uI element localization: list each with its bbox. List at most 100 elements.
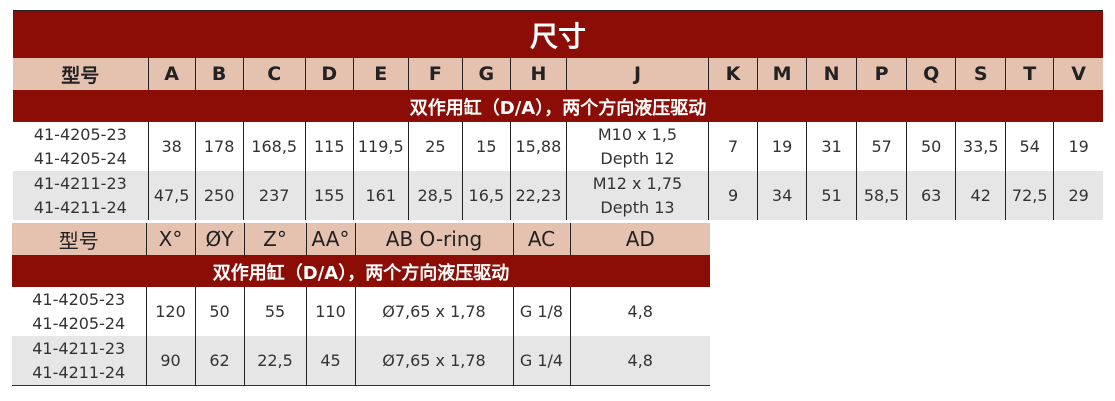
- column-header: M: [757, 58, 807, 91]
- value-cell: G 1/4: [512, 336, 570, 386]
- value-cell: 22,23: [509, 171, 567, 220]
- model-number: 41-4205-23: [33, 124, 127, 144]
- value-cell: 33,5: [955, 122, 1006, 171]
- model-cell: 41-4211-23 41-4211-24: [13, 171, 149, 220]
- column-header: Z°: [243, 223, 306, 256]
- value-cell: 22,5: [243, 336, 306, 386]
- value-cell: 47,5: [147, 171, 196, 220]
- model-cell: 41-4211-23 41-4211-24: [12, 336, 146, 386]
- value-cell: 51: [806, 171, 857, 220]
- value-cell: 119,5: [352, 122, 409, 171]
- column-header: J: [565, 58, 709, 91]
- model-number: 41-4205-24: [33, 148, 127, 168]
- dimensions-table-1: 尺寸 型号 A B C D E F G H J K M N P Q S T V 双作用缸（D/A），两个方向液压驱…: [13, 10, 1103, 220]
- value-cell: 4,8: [569, 287, 710, 336]
- value-cell: 120: [145, 287, 195, 336]
- column-header: E: [352, 58, 409, 91]
- value-cell: G 1/8: [512, 287, 570, 336]
- value-cell: 15: [461, 122, 511, 171]
- column-header: B: [194, 58, 244, 91]
- dimensions-table-2: 型号 X° ØY Z° AA° AB O-ring AC AD 双作用缸（D/A），两个方向液…: [12, 223, 710, 386]
- column-header: A: [147, 58, 196, 91]
- value-cell: 7: [708, 122, 758, 171]
- value-cell: 9: [708, 171, 758, 220]
- value-cell: 58,5: [856, 171, 907, 220]
- model-cell: 41-4205-23 41-4205-24: [12, 287, 146, 336]
- column-header: D: [304, 58, 354, 91]
- column-header: X°: [145, 223, 195, 256]
- value-line: M10 x 1,5: [597, 124, 678, 144]
- table-row: 41-4205-23 41-4205-24 38 178 168,5 115 119,5 25…: [13, 122, 1103, 171]
- column-header: AD: [569, 223, 710, 256]
- column-header: AC: [512, 223, 570, 256]
- column-header: N: [806, 58, 857, 91]
- column-header: V: [1053, 58, 1103, 91]
- column-header: G: [461, 58, 511, 91]
- value-cell: 178: [194, 122, 244, 171]
- column-header: 型号: [12, 223, 146, 256]
- model-number: 41-4211-24: [32, 362, 126, 382]
- column-header: C: [242, 58, 306, 91]
- value-cell: M10 x 1,5 Depth 12: [565, 122, 709, 171]
- value-cell: 57: [856, 122, 907, 171]
- value-cell: 237: [242, 171, 306, 220]
- column-header: F: [407, 58, 463, 91]
- table-row: 41-4205-23 41-4205-24 120 50 55 110 Ø7,65 x 1,…: [12, 287, 710, 336]
- value-line: M12 x 1,75: [592, 173, 683, 193]
- value-cell: 50: [194, 287, 244, 336]
- value-cell: 250: [194, 171, 244, 220]
- value-cell: 115: [304, 122, 354, 171]
- value-cell: 50: [906, 122, 956, 171]
- value-cell: 38: [147, 122, 196, 171]
- value-cell: 90: [145, 336, 195, 386]
- model-number: 41-4211-23: [32, 338, 126, 358]
- table-title: 尺寸: [13, 10, 1103, 58]
- value-cell: 31: [806, 122, 857, 171]
- table-row: 41-4211-23 41-4211-24 47,5 250 237 155 161 28,5…: [13, 171, 1103, 220]
- column-header: P: [856, 58, 907, 91]
- column-header: K: [708, 58, 758, 91]
- section-subtitle: 双作用缸（D/A），两个方向液压驱动: [13, 90, 1103, 122]
- value-cell: 19: [757, 122, 807, 171]
- value-line: Depth 13: [600, 197, 675, 217]
- value-cell: 28,5: [407, 171, 463, 220]
- value-cell: 19: [1053, 122, 1103, 171]
- value-cell: 62: [194, 336, 244, 386]
- column-header: H: [509, 58, 567, 91]
- value-cell: 161: [352, 171, 409, 220]
- column-header: 型号: [13, 58, 149, 91]
- header-row: 型号 A B C D E F G H J K M N P Q S T V: [13, 58, 1103, 91]
- section-subtitle: 双作用缸（D/A），两个方向液压驱动: [12, 255, 710, 287]
- value-cell: 42: [955, 171, 1006, 220]
- model-number: 41-4205-23: [32, 289, 126, 309]
- column-header: S: [955, 58, 1006, 91]
- value-cell: Ø7,65 x 1,78: [354, 287, 513, 336]
- value-cell: 16,5: [461, 171, 511, 220]
- model-number: 41-4211-24: [33, 197, 127, 217]
- value-cell: 29: [1053, 171, 1103, 220]
- model-number: 41-4211-23: [33, 173, 127, 193]
- column-header: AA°: [305, 223, 355, 256]
- value-cell: 25: [407, 122, 463, 171]
- value-cell: 168,5: [242, 122, 306, 171]
- value-cell: 63: [906, 171, 956, 220]
- value-cell: 45: [305, 336, 355, 386]
- value-line: Depth 12: [600, 148, 675, 168]
- value-cell: 15,88: [509, 122, 567, 171]
- column-header: ØY: [194, 223, 244, 256]
- value-cell: 155: [304, 171, 354, 220]
- table-row: 41-4211-23 41-4211-24 90 62 22,5 45 Ø7,65 x 1,…: [12, 336, 710, 386]
- value-cell: 34: [757, 171, 807, 220]
- column-header: T: [1005, 58, 1054, 91]
- column-header: Q: [906, 58, 956, 91]
- value-cell: 110: [305, 287, 355, 336]
- value-cell: 72,5: [1005, 171, 1054, 220]
- header-row: 型号 X° ØY Z° AA° AB O-ring AC AD: [12, 223, 710, 256]
- value-cell: 4,8: [569, 336, 710, 386]
- value-cell: 54: [1005, 122, 1054, 171]
- column-header: AB O-ring: [354, 223, 513, 256]
- value-cell: Ø7,65 x 1,78: [354, 336, 513, 386]
- value-cell: M12 x 1,75 Depth 13: [565, 171, 709, 220]
- model-number: 41-4205-24: [32, 313, 126, 333]
- value-cell: 55: [243, 287, 306, 336]
